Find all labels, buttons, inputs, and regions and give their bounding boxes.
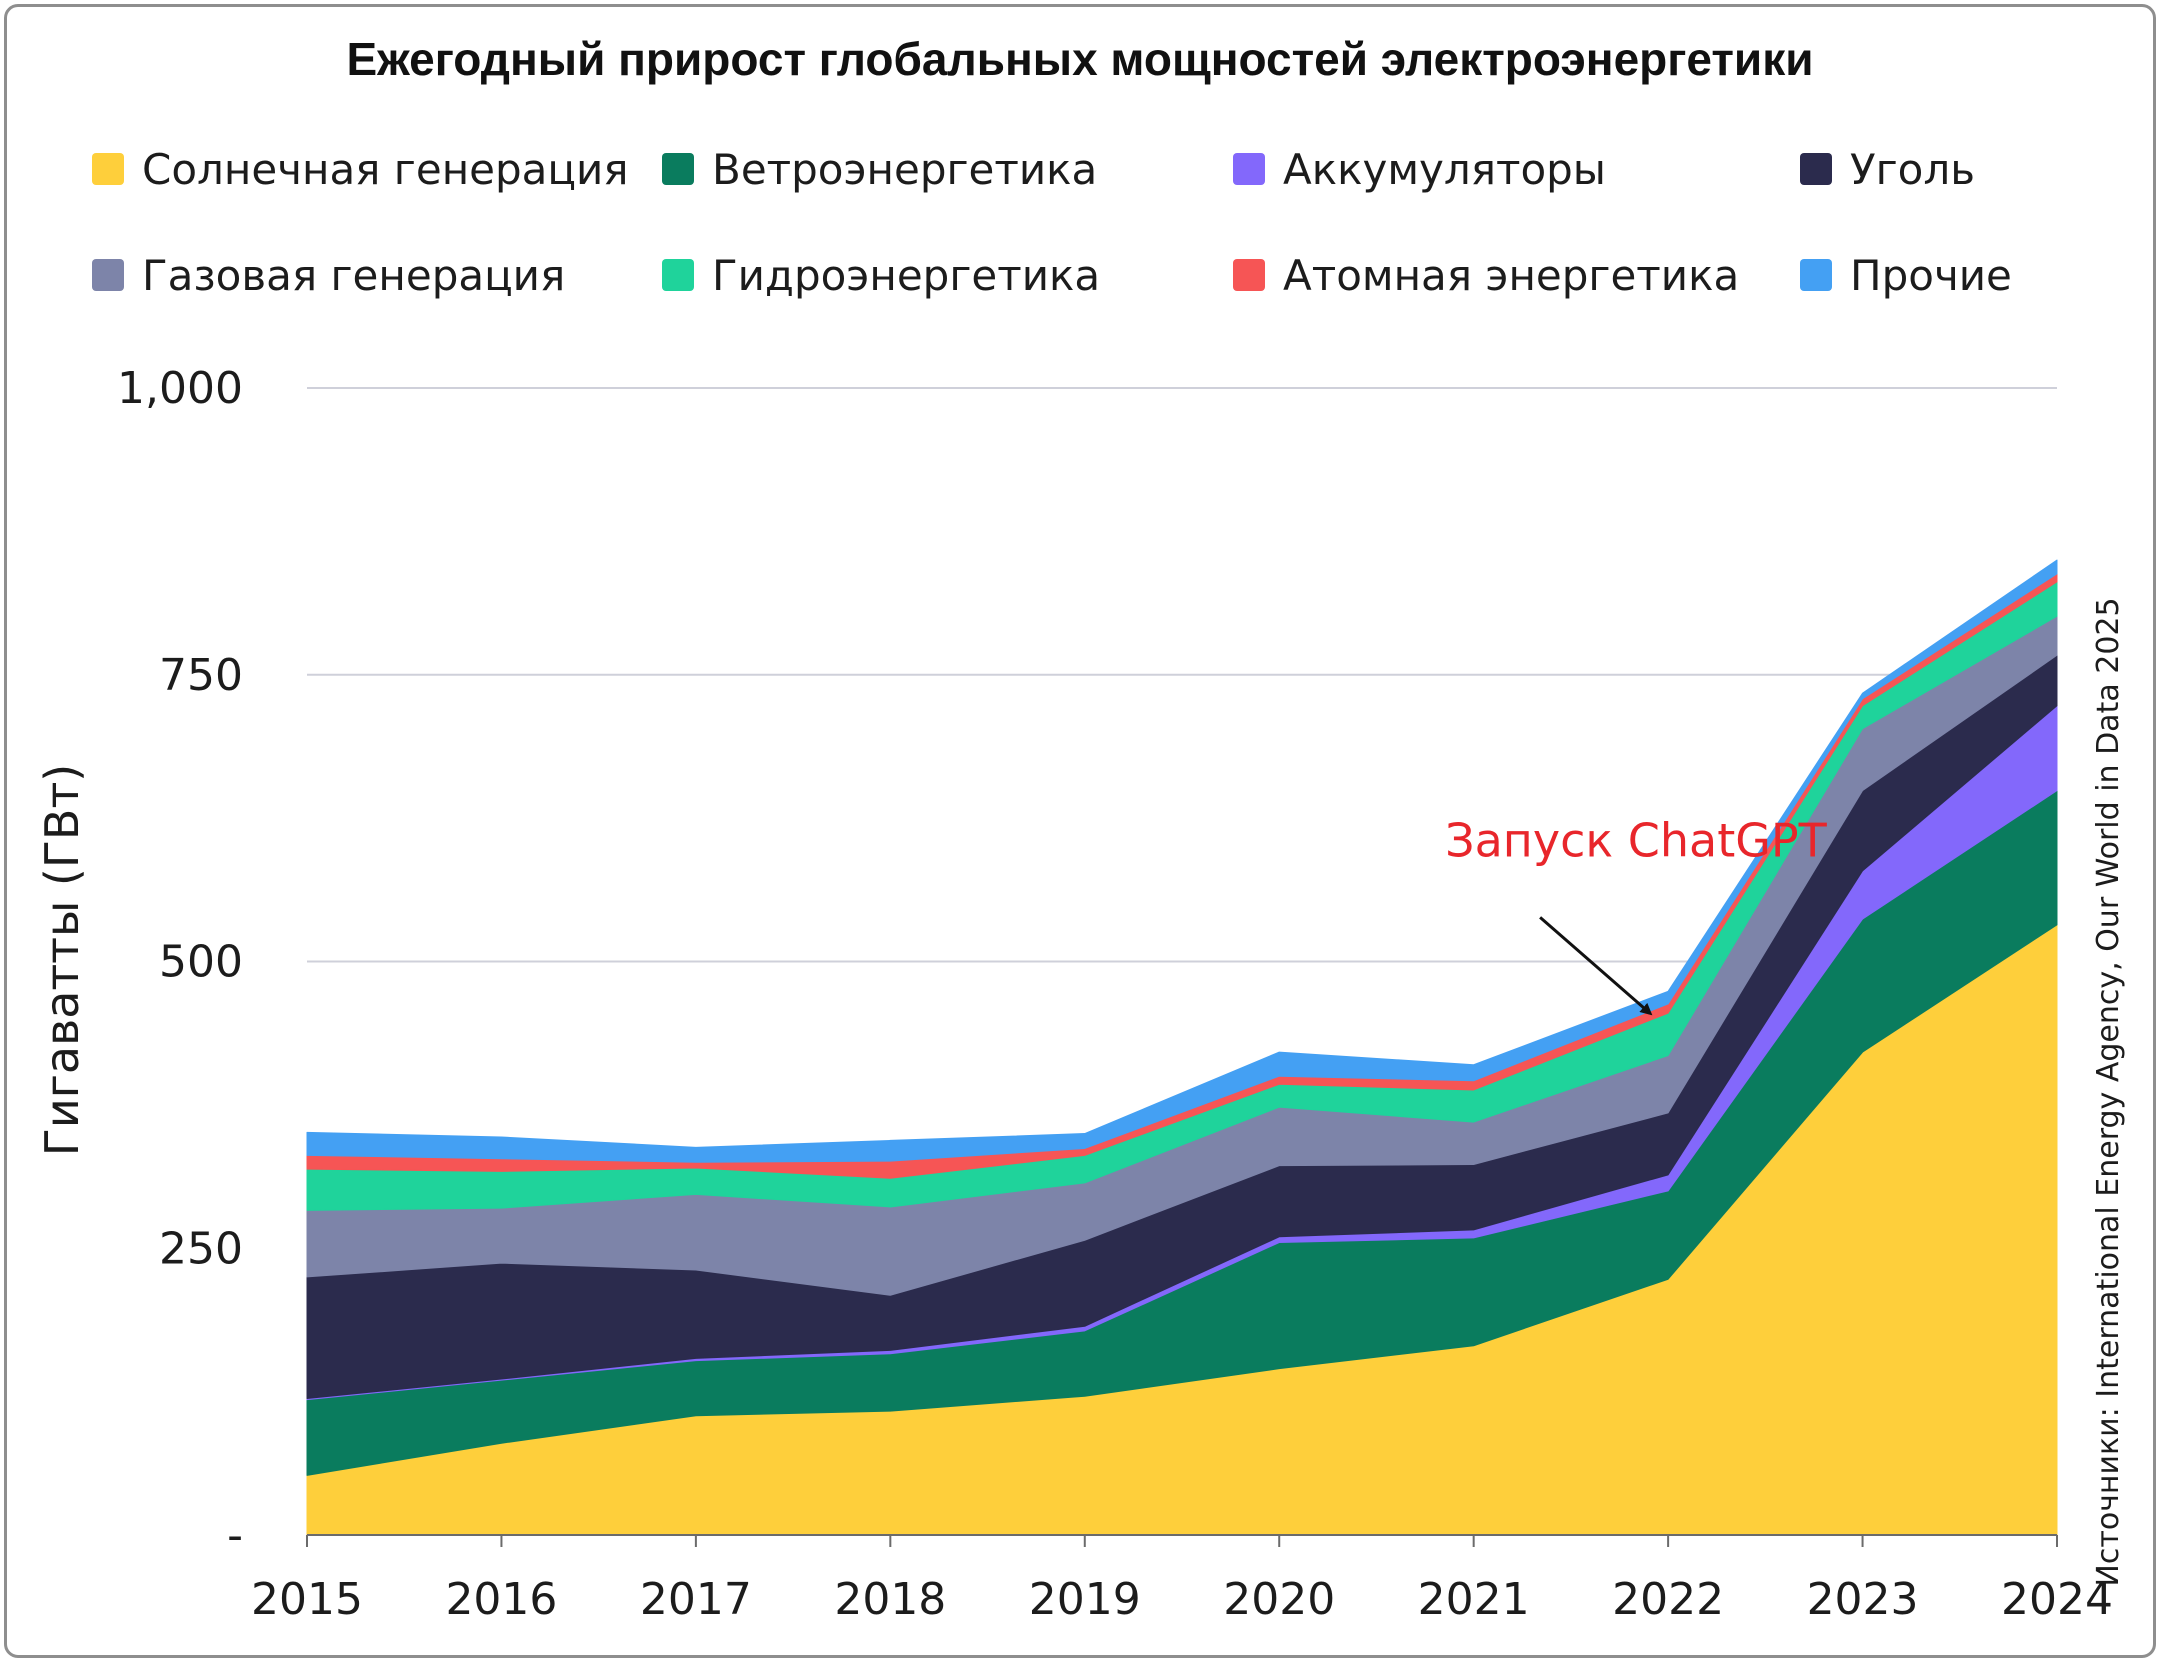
legend-swatch-2 [1233,153,1265,185]
legend-swatch-0 [92,153,124,185]
chart-title: Ежегодный прирост глобальных мощностей э… [346,33,1813,85]
legend: Солнечная генерация Ветроэнергетика Аккуму… [92,145,2012,300]
x-tick-label-4: 2019 [1029,1574,1141,1625]
series-areas [306,559,2058,1536]
legend-label-0: Солнечная генерация [142,145,629,194]
annotation-arrow [1539,916,1653,1016]
annotation-label: Запуск ChatGPT [1445,813,1828,867]
legend-label-1: Ветроэнергетика [712,145,1097,194]
legend-label-5: Гидроэнергетика [712,251,1100,300]
y-tick-label-2: 500 [159,937,243,988]
y-tick-label-4: 1,000 [117,363,243,414]
x-tick-label-0: 2015 [251,1574,363,1625]
legend-swatch-4 [92,259,124,291]
x-tick-label-7: 2022 [1612,1574,1724,1625]
x-tick-label-9: 2024 [2001,1574,2113,1625]
source-note: Источники: International Energy Agency, … [2091,597,2126,1586]
y-axis-label: Гигаватты (ГВт) [35,764,89,1156]
annotation: Запуск ChatGPT [1445,813,1828,1016]
y-tick-label-1: 250 [159,1223,243,1274]
legend-label-6: Атомная энергетика [1283,251,1739,300]
legend-swatch-6 [1233,259,1265,291]
area-series-7 [306,559,2058,1163]
legend-label-3: Уголь [1850,145,1975,194]
legend-label-4: Газовая генерация [142,251,565,300]
legend-swatch-7 [1800,259,1832,291]
legend-label-2: Аккумуляторы [1283,145,1606,194]
x-tick-label-5: 2020 [1223,1574,1335,1625]
legend-swatch-1 [662,153,694,185]
y-tick-label-3: 750 [159,650,243,701]
x-tick-label-8: 2023 [1807,1574,1919,1625]
x-tick-label-3: 2018 [834,1574,946,1625]
legend-swatch-3 [1800,153,1832,185]
x-tick-label-1: 2016 [445,1574,557,1625]
y-tick-label-0: - [227,1510,243,1561]
x-tick-label-2: 2017 [640,1574,752,1625]
axes: - 250 500 750 1,000 2015 2016 2017 2018 2019 2020 2… [117,363,2113,1625]
legend-swatch-5 [662,259,694,291]
x-tick-label-6: 2021 [1418,1574,1530,1625]
legend-label-7: Прочие [1850,251,2012,300]
